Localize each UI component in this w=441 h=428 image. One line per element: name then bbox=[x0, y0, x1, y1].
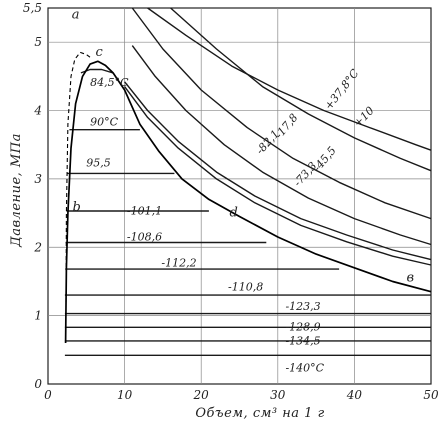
tick-labels: 0 10 20 30 40 50 0 1 2 3 4 5 5,5 bbox=[23, 1, 439, 402]
isotherm-line bbox=[170, 7, 432, 172]
isotherm-label: -112,2 bbox=[161, 256, 196, 269]
y-tick-label: 5,5 bbox=[23, 1, 42, 15]
x-tick-label: 0 bbox=[44, 388, 52, 402]
isotherm-label: 84,5°C bbox=[90, 76, 129, 89]
y-tick-label: 2 bbox=[33, 240, 42, 254]
isotherm-line bbox=[124, 86, 432, 266]
y-tick-label: 4 bbox=[33, 104, 42, 118]
grid bbox=[47, 7, 432, 385]
isotherm-label: -101,1 bbox=[127, 204, 162, 217]
point-label: a bbox=[72, 7, 80, 22]
dashed-curve bbox=[65, 51, 91, 303]
isotherm-label: -108,6 bbox=[127, 230, 162, 243]
plot-frame bbox=[47, 7, 432, 385]
saturation-dome bbox=[64, 60, 432, 344]
isotherm-label: -134,5 bbox=[285, 334, 320, 347]
x-tick-label: 30 bbox=[270, 388, 286, 402]
isotherm-label: -140°C bbox=[285, 362, 324, 375]
isotherm-line bbox=[131, 45, 432, 246]
isotherm-line bbox=[131, 7, 432, 220]
y-tick-label: 3 bbox=[34, 172, 42, 186]
isotherm-line bbox=[124, 81, 432, 261]
point-label: b bbox=[73, 200, 81, 215]
isotherm-label: 90°C bbox=[90, 116, 118, 129]
y-tick-label: 5 bbox=[34, 35, 42, 49]
x-axis-label: Объем, см³ на 1 г bbox=[195, 406, 324, 421]
y-tick-label: 0 bbox=[34, 377, 42, 391]
isotherm-label: -110,8 bbox=[228, 280, 263, 293]
y-axis-label: Давление, МПа bbox=[9, 133, 24, 248]
y-tick-label: 1 bbox=[34, 309, 42, 323]
point-label: в bbox=[406, 270, 414, 285]
point-label: d bbox=[230, 206, 238, 221]
x-tick-label: 20 bbox=[193, 388, 210, 402]
point-label: c bbox=[95, 45, 103, 60]
isotherm-label: -123,3 bbox=[285, 300, 320, 313]
isotherm-line bbox=[147, 7, 432, 151]
x-tick-label: 10 bbox=[117, 388, 133, 402]
isotherm-label: +10 bbox=[351, 104, 377, 130]
x-tick-label: 50 bbox=[423, 388, 439, 402]
curve-labels: +37,8°C+10-17,8-45,5-82,1-73,384,5°C90°C… bbox=[72, 7, 414, 374]
isotherm-label: 95,5 bbox=[86, 157, 111, 170]
isotherm-label: +37,8°C bbox=[322, 66, 362, 112]
isotherm-label: -128,9 bbox=[285, 321, 320, 334]
x-tick-label: 40 bbox=[346, 388, 363, 402]
isotherm-curves bbox=[64, 7, 432, 356]
